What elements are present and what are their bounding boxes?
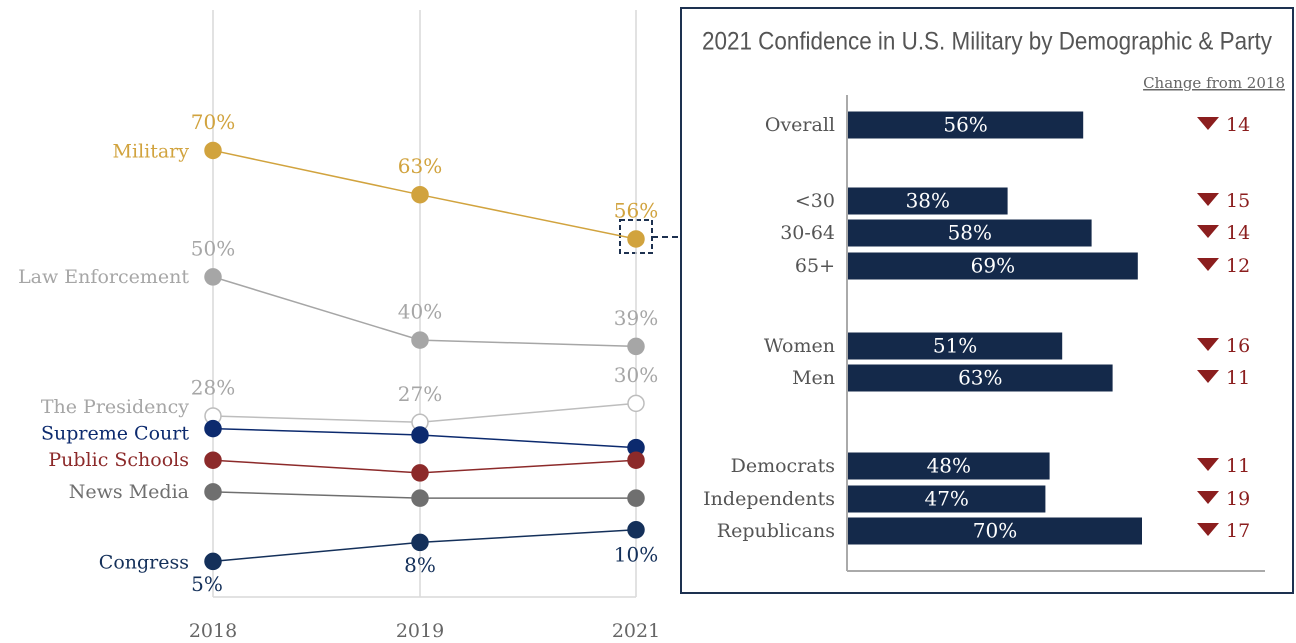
- data-label: 27%: [398, 382, 442, 406]
- column-header: Change from 2018: [1143, 74, 1285, 92]
- data-label: 56%: [614, 198, 658, 222]
- y-tick-label: Women: [764, 335, 835, 357]
- data-label: 63%: [958, 366, 1002, 390]
- legend-label: News Media: [69, 481, 189, 503]
- x-tick-label: 2019: [396, 620, 444, 642]
- legend-label: Military: [113, 140, 190, 162]
- change-value: 11: [1226, 367, 1250, 389]
- point: [411, 426, 429, 444]
- y-tick-label: Independents: [703, 488, 835, 510]
- point: [411, 533, 429, 552]
- point: [204, 268, 222, 286]
- point: [627, 337, 645, 356]
- data-label: 28%: [191, 375, 235, 399]
- bar: [848, 111, 1084, 139]
- data-label: 47%: [924, 487, 968, 511]
- data-label: 39%: [614, 306, 658, 330]
- y-tick-label: 30-64: [780, 222, 835, 244]
- data-label: 58%: [948, 221, 992, 245]
- legend-label: Public Schools: [48, 449, 189, 471]
- data-label: 50%: [191, 236, 235, 260]
- point: [627, 230, 645, 248]
- legend-label: Law Enforcement: [18, 266, 189, 288]
- change-icon: [1197, 370, 1219, 383]
- point: [411, 331, 429, 349]
- bar: [848, 187, 1008, 215]
- point: [411, 185, 429, 204]
- panel-frame: [680, 7, 1294, 594]
- change-value: 16: [1226, 335, 1250, 357]
- point: [627, 521, 645, 539]
- change-value: 11: [1226, 455, 1250, 477]
- change-icon: [1197, 258, 1219, 271]
- legend-label: The Presidency: [41, 396, 189, 418]
- change-value: 19: [1226, 488, 1250, 510]
- change-value: 14: [1226, 114, 1250, 136]
- legend-label: Supreme Court: [41, 423, 189, 445]
- data-label: 63%: [398, 154, 442, 178]
- bar: [848, 364, 1113, 392]
- change-icon: [1197, 491, 1219, 504]
- change-icon: [1197, 225, 1219, 238]
- point: [204, 451, 222, 469]
- y-tick-label: Men: [792, 367, 835, 389]
- data-label: 10%: [614, 542, 658, 566]
- bar: [848, 219, 1092, 247]
- change-value: 14: [1226, 222, 1250, 244]
- data-label: 70%: [973, 519, 1017, 543]
- point: [627, 489, 645, 507]
- bar: [848, 332, 1063, 360]
- change-icon: [1197, 523, 1219, 536]
- data-label: 38%: [906, 189, 950, 213]
- point: [204, 141, 222, 160]
- legend-label: Congress: [99, 551, 189, 573]
- change-icon: [1197, 458, 1219, 471]
- point: [627, 394, 645, 413]
- y-tick-label: Democrats: [731, 455, 835, 477]
- data-label: 70%: [191, 110, 235, 134]
- bar: [848, 452, 1050, 480]
- point: [204, 483, 222, 501]
- point: [204, 419, 222, 438]
- change-value: 12: [1226, 255, 1250, 277]
- bar: [848, 485, 1046, 513]
- y-tick-label: <30: [795, 190, 835, 212]
- point: [204, 552, 222, 571]
- data-label: 30%: [614, 363, 658, 387]
- change-icon: [1197, 117, 1219, 130]
- y-tick-label: Republicans: [717, 520, 835, 542]
- bar: [848, 517, 1142, 545]
- data-label: 5%: [191, 572, 223, 596]
- change-value: 17: [1226, 520, 1250, 542]
- data-label: 69%: [971, 254, 1015, 278]
- data-label: 40%: [398, 300, 442, 324]
- data-label: 48%: [927, 454, 971, 478]
- x-tick-label: 2018: [189, 620, 237, 642]
- data-label: 51%: [933, 334, 977, 358]
- data-label: 8%: [404, 553, 436, 577]
- bar: [848, 252, 1138, 280]
- point: [411, 489, 429, 507]
- point: [627, 451, 645, 469]
- change-icon: [1197, 193, 1219, 206]
- data-label: 56%: [943, 113, 987, 137]
- change-icon: [1197, 338, 1219, 351]
- point: [411, 464, 429, 482]
- chart-title: 2021 Confidence in U.S. Military by Demo…: [702, 28, 1272, 56]
- x-tick-label: 2021: [612, 620, 660, 642]
- change-value: 15: [1226, 190, 1250, 212]
- y-tick-label: Overall: [765, 114, 835, 136]
- y-tick-label: 65+: [795, 255, 835, 277]
